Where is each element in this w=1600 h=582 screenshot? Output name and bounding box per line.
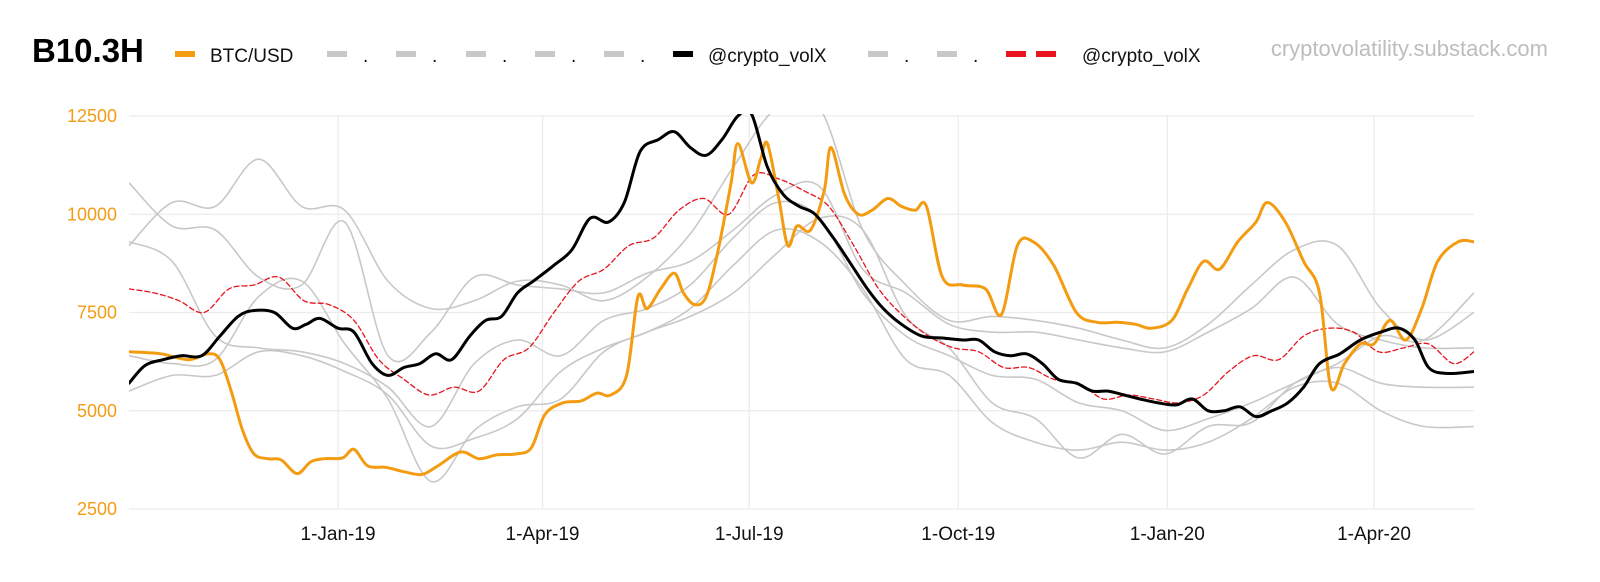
legend: BTC/USD..... @crypto_volX.. @crypto_volX	[175, 46, 1201, 67]
average-series-line	[129, 172, 1474, 404]
legend-label: .	[973, 46, 978, 67]
x-tick-label: 1-Jan-19	[301, 524, 376, 545]
btc-series-line	[129, 140, 1474, 477]
legend-item: .	[535, 46, 576, 67]
peer-series-line	[129, 200, 1474, 432]
legend-label: BTC/USD	[210, 46, 293, 67]
legend-item: .	[396, 46, 437, 67]
x-tick-label: 1-Apr-19	[506, 524, 580, 545]
legend-label: @crypto_volX	[1082, 46, 1201, 67]
peer-series-line	[129, 215, 1474, 483]
legend-label: .	[502, 46, 507, 67]
series-group	[129, 114, 1474, 483]
legend-label: .	[904, 46, 909, 67]
legend-item: @crypto_volX	[1006, 46, 1201, 67]
x-tick-label: 1-Jan-20	[1130, 524, 1205, 545]
legend-item: .	[327, 46, 368, 67]
y-tick-label: 7500	[77, 303, 117, 323]
peer-series-line	[129, 227, 1474, 451]
legend-label: .	[432, 46, 437, 67]
vol-index-series-line	[129, 114, 1474, 419]
legend-label: .	[571, 46, 576, 67]
legend-item: .	[604, 46, 645, 67]
y-tick-label: 2500	[77, 499, 117, 519]
legend-label: .	[640, 46, 645, 67]
y-tick-label: 12500	[67, 106, 117, 126]
legend-item: .	[466, 46, 507, 67]
legend-label: .	[363, 46, 368, 67]
plot-area: 2500 5000 7500 10000 12500 1-Jan-19 1-Apr-19 1-…	[67, 106, 1474, 545]
legend-item: @crypto_volX	[673, 46, 827, 67]
chart-title: B10.3H	[32, 32, 144, 69]
legend-item: .	[868, 46, 909, 67]
legend-label: @crypto_volX	[708, 46, 827, 67]
x-tick-label: 1-Oct-19	[921, 524, 995, 545]
legend-item: BTC/USD	[175, 46, 293, 67]
y-tick-label: 10000	[67, 204, 117, 224]
source-credit: cryptovolatility.substack.com	[1271, 36, 1548, 61]
x-tick-label: 1-Apr-20	[1337, 524, 1411, 545]
legend-item: .	[937, 46, 978, 67]
y-tick-label: 5000	[77, 401, 117, 421]
peer-series-line	[129, 114, 1474, 350]
x-tick-label: 1-Jul-19	[715, 524, 784, 545]
